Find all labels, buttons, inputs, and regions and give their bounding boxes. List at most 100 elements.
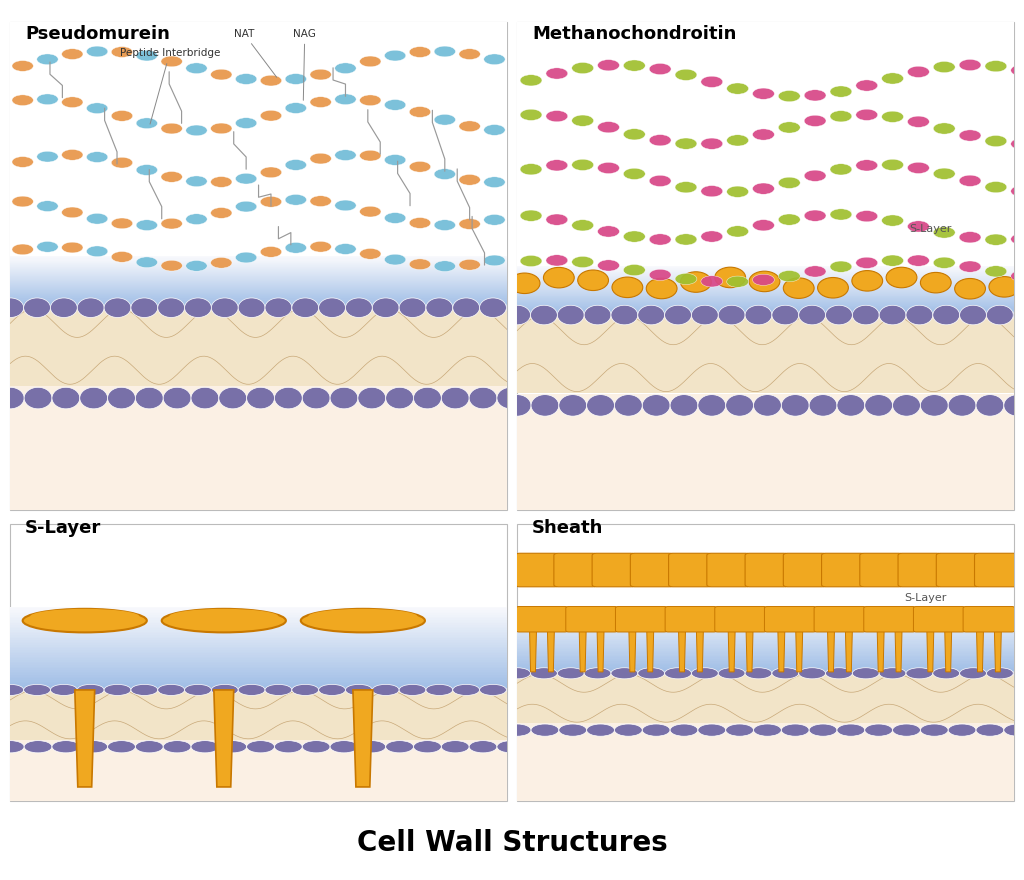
Ellipse shape xyxy=(104,298,131,318)
Ellipse shape xyxy=(459,174,480,185)
Ellipse shape xyxy=(830,111,852,122)
Ellipse shape xyxy=(700,231,723,242)
Ellipse shape xyxy=(136,165,158,175)
Ellipse shape xyxy=(530,668,557,678)
Ellipse shape xyxy=(959,305,986,325)
Ellipse shape xyxy=(358,387,386,409)
Ellipse shape xyxy=(906,668,933,678)
FancyBboxPatch shape xyxy=(715,606,766,632)
Ellipse shape xyxy=(520,164,542,175)
Ellipse shape xyxy=(219,741,247,753)
Ellipse shape xyxy=(335,244,356,254)
Ellipse shape xyxy=(778,121,800,133)
Ellipse shape xyxy=(638,668,665,678)
Ellipse shape xyxy=(211,123,232,134)
Ellipse shape xyxy=(359,56,381,67)
Ellipse shape xyxy=(520,109,542,121)
Ellipse shape xyxy=(649,269,671,281)
FancyBboxPatch shape xyxy=(864,606,915,632)
Ellipse shape xyxy=(61,150,83,160)
Ellipse shape xyxy=(649,63,671,75)
Ellipse shape xyxy=(50,685,77,695)
Ellipse shape xyxy=(727,226,749,237)
Ellipse shape xyxy=(778,270,800,282)
Ellipse shape xyxy=(665,668,691,678)
Ellipse shape xyxy=(865,724,893,737)
Ellipse shape xyxy=(598,163,620,173)
Ellipse shape xyxy=(0,164,8,174)
Ellipse shape xyxy=(882,255,903,267)
Ellipse shape xyxy=(907,255,930,267)
Ellipse shape xyxy=(598,60,620,71)
Ellipse shape xyxy=(191,741,219,753)
Ellipse shape xyxy=(727,135,749,146)
Ellipse shape xyxy=(726,724,754,737)
Ellipse shape xyxy=(933,305,959,325)
Ellipse shape xyxy=(459,48,480,60)
Ellipse shape xyxy=(907,116,930,128)
Ellipse shape xyxy=(882,215,903,226)
Ellipse shape xyxy=(135,741,163,753)
Ellipse shape xyxy=(933,123,955,134)
Ellipse shape xyxy=(410,217,431,228)
Ellipse shape xyxy=(104,685,131,695)
FancyBboxPatch shape xyxy=(707,554,750,587)
Ellipse shape xyxy=(12,157,34,167)
Polygon shape xyxy=(629,630,636,672)
Ellipse shape xyxy=(359,95,381,106)
Ellipse shape xyxy=(211,258,232,268)
Ellipse shape xyxy=(483,125,505,136)
Ellipse shape xyxy=(161,172,182,182)
Ellipse shape xyxy=(434,46,456,57)
FancyBboxPatch shape xyxy=(913,606,965,632)
Ellipse shape xyxy=(260,110,282,121)
Ellipse shape xyxy=(162,609,286,633)
Ellipse shape xyxy=(624,265,645,275)
Ellipse shape xyxy=(310,241,332,252)
Ellipse shape xyxy=(933,62,955,73)
Polygon shape xyxy=(994,630,1001,672)
Ellipse shape xyxy=(642,724,670,737)
Text: S-Layer: S-Layer xyxy=(909,224,952,234)
Ellipse shape xyxy=(61,97,83,107)
FancyBboxPatch shape xyxy=(898,554,941,587)
Ellipse shape xyxy=(503,394,531,416)
Ellipse shape xyxy=(185,62,207,74)
Ellipse shape xyxy=(830,261,852,272)
Ellipse shape xyxy=(587,394,614,416)
Ellipse shape xyxy=(587,724,614,737)
Ellipse shape xyxy=(495,209,516,220)
Ellipse shape xyxy=(772,668,799,678)
Ellipse shape xyxy=(86,103,108,114)
Ellipse shape xyxy=(1004,394,1024,416)
Ellipse shape xyxy=(837,724,865,737)
Ellipse shape xyxy=(274,387,302,409)
Ellipse shape xyxy=(772,305,799,325)
Text: Cell Wall Structures: Cell Wall Structures xyxy=(356,829,668,857)
Ellipse shape xyxy=(459,121,480,132)
FancyBboxPatch shape xyxy=(566,606,617,632)
Ellipse shape xyxy=(745,305,772,325)
Polygon shape xyxy=(796,630,803,672)
Ellipse shape xyxy=(441,741,469,753)
Ellipse shape xyxy=(817,277,848,298)
Ellipse shape xyxy=(852,305,880,325)
Text: Methanochondroitin: Methanochondroitin xyxy=(532,26,736,43)
Ellipse shape xyxy=(77,298,104,318)
FancyBboxPatch shape xyxy=(814,606,865,632)
Ellipse shape xyxy=(479,298,507,318)
Polygon shape xyxy=(827,630,835,672)
Polygon shape xyxy=(597,630,604,672)
Ellipse shape xyxy=(1011,138,1024,150)
Ellipse shape xyxy=(260,167,282,178)
Ellipse shape xyxy=(359,206,381,217)
FancyBboxPatch shape xyxy=(975,554,1017,587)
Ellipse shape xyxy=(61,242,83,253)
Ellipse shape xyxy=(24,685,50,695)
Ellipse shape xyxy=(112,218,133,229)
Polygon shape xyxy=(746,630,753,672)
Ellipse shape xyxy=(308,609,418,624)
Ellipse shape xyxy=(598,121,620,133)
Ellipse shape xyxy=(426,298,453,318)
Ellipse shape xyxy=(310,153,332,164)
